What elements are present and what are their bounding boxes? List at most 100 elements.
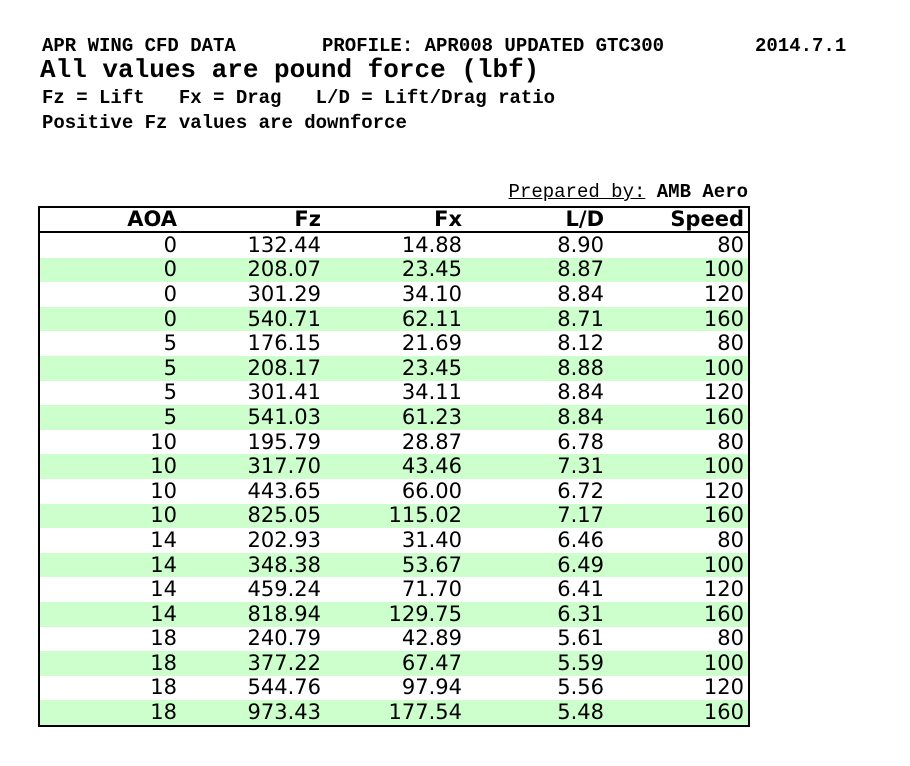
table-cell: 23.45: [401, 257, 462, 282]
table-cell: 6.72: [557, 478, 604, 503]
table-cell: 208.17: [247, 355, 321, 380]
table-cell: 301.29: [247, 282, 321, 306]
table-cell: 160: [703, 405, 744, 429]
table-row: 14 202.93 31.40 6.46 80: [39, 528, 749, 553]
table-cell: 18: [150, 626, 177, 651]
table-header-row: AOA Fz Fx L/D Speed: [39, 207, 749, 233]
table-row: 0 208.07 23.45 8.87 100: [39, 257, 749, 283]
column-header-speed: Speed: [608, 207, 749, 233]
legend-line: Fz = Lift Fx = Drag L/D = Lift/Drag rati…: [42, 87, 556, 109]
table-cell: 0: [163, 282, 177, 306]
prepared-by-label: Prepared by:: [508, 181, 646, 203]
table-cell: 0: [163, 232, 177, 257]
table-cell: 818.94: [247, 601, 321, 626]
table-cell: 6.78: [557, 429, 604, 454]
table-cell: 129.75: [388, 601, 462, 626]
table-cell: 0: [163, 306, 177, 331]
table-cell: 18: [150, 651, 177, 675]
column-header-aoa: AOA: [39, 207, 181, 233]
table-row: 5 541.03 61.23 8.84 160: [39, 405, 749, 430]
table-cell: 176.15: [247, 331, 321, 356]
subtitle-units: All values are pound force (lbf): [40, 55, 540, 85]
table-cell: 97.94: [401, 675, 462, 700]
table-row: 0 540.71 62.11 8.71 160: [39, 306, 749, 332]
table-cell: 100: [703, 454, 744, 479]
table-cell: 31.40: [401, 528, 462, 552]
table-cell: 195.79: [247, 429, 321, 454]
table-cell: 8.90: [557, 232, 604, 257]
table-cell: 8.71: [557, 306, 604, 331]
table-cell: 5.61: [557, 626, 604, 651]
table-cell: 100: [703, 257, 744, 282]
revision-date: 2014.7.1: [755, 35, 847, 57]
table-cell: 115.02: [388, 503, 462, 528]
table-cell: 8.84: [557, 282, 604, 306]
document-title: APR WING CFD DATA: [42, 35, 236, 57]
table-cell: 301.41: [247, 380, 321, 405]
table-cell: 18: [150, 675, 177, 700]
table-cell: 14: [150, 552, 177, 577]
table-row: 14 348.38 53.67 6.49 100: [39, 552, 749, 578]
table-cell: 544.76: [247, 675, 321, 700]
table-cell: 160: [703, 601, 744, 626]
table-row: 10 317.70 43.46 7.31 100: [39, 454, 749, 479]
table-row: 18 240.79 42.89 5.61 80: [39, 627, 749, 652]
table-cell: 6.31: [557, 601, 604, 626]
table-cell: 23.45: [401, 355, 462, 380]
table-cell: 377.22: [247, 651, 321, 675]
table-cell: 100: [703, 651, 744, 675]
column-header-fx: Fx: [325, 207, 466, 233]
table-cell: 67.47: [401, 651, 462, 675]
table-cell: 8.84: [557, 380, 604, 405]
table-cell: 973.43: [247, 700, 321, 725]
table-cell: 42.89: [401, 626, 462, 651]
prepared-by-line: Prepared by: AMB Aero: [38, 181, 748, 204]
table-cell: 825.05: [247, 503, 321, 528]
table-cell: 34.10: [401, 282, 462, 306]
table-cell: 62.11: [401, 306, 462, 331]
table-cell: 0: [163, 257, 177, 282]
table-cell: 100: [703, 355, 744, 380]
table-cell: 459.24: [247, 577, 321, 602]
table-cell: 53.67: [401, 552, 462, 577]
table-cell: 18: [150, 700, 177, 725]
table-cell: 541.03: [247, 405, 321, 429]
table-cell: 7.17: [557, 503, 604, 528]
table-cell: 6.49: [557, 552, 604, 577]
table-row: 18 544.76 97.94 5.56 120: [39, 676, 749, 701]
table-cell: 66.00: [401, 478, 462, 503]
table-cell: 8.84: [557, 405, 604, 429]
table-cell: 80: [717, 331, 744, 356]
table-cell: 6.41: [557, 577, 604, 602]
table-cell: 202.93: [247, 528, 321, 552]
table-cell: 132.44: [247, 232, 321, 257]
table-cell: 80: [717, 626, 744, 651]
table-cell: 43.46: [401, 454, 462, 479]
table-cell: 80: [717, 528, 744, 552]
table-cell: 8.12: [557, 331, 604, 356]
table-row: 14 459.24 71.70 6.41 120: [39, 577, 749, 602]
table-cell: 540.71: [247, 306, 321, 331]
table-cell: 14: [150, 577, 177, 602]
table-cell: 7.31: [557, 454, 604, 479]
table-row: 0 301.29 34.10 8.84 120: [39, 282, 749, 307]
table-cell: 5: [163, 355, 177, 380]
table-cell: 160: [703, 503, 744, 528]
table-cell: 8.87: [557, 257, 604, 282]
table-cell: 100: [703, 552, 744, 577]
prepared-by-value: AMB Aero: [656, 181, 748, 203]
table-row: 5 208.17 23.45 8.88 100: [39, 355, 749, 381]
table-cell: 120: [703, 282, 744, 306]
column-header-fz: Fz: [181, 207, 325, 233]
table-cell: 21.69: [401, 331, 462, 356]
table-cell: 10: [150, 478, 177, 503]
table-row: 10 825.05 115.02 7.17 160: [39, 503, 749, 529]
table-cell: 80: [717, 429, 744, 454]
table-cell: 28.87: [401, 429, 462, 454]
table-cell: 14.88: [401, 232, 462, 257]
table-cell: 120: [703, 577, 744, 602]
prepared-by-spacer: [645, 181, 656, 203]
table-cell: 61.23: [401, 405, 462, 429]
table-cell: 14: [150, 528, 177, 552]
note-line: Positive Fz values are downforce: [42, 112, 407, 134]
